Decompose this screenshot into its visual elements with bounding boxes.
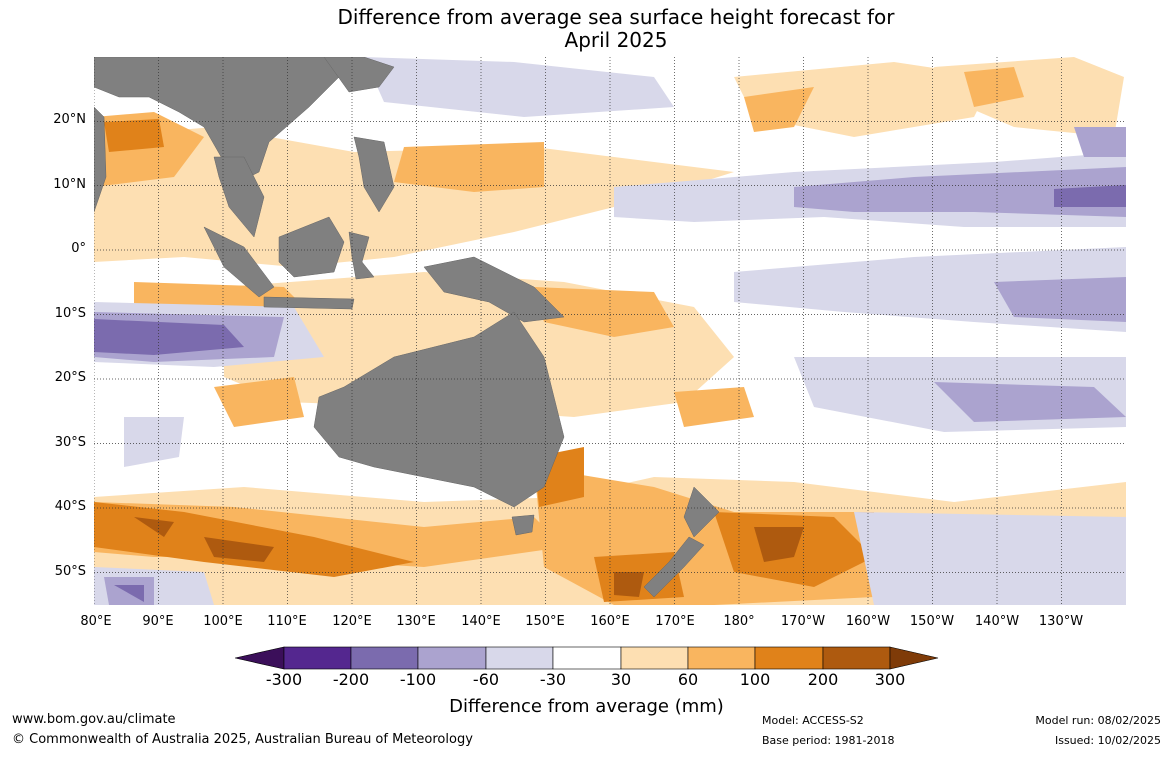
color-legend-bar (235, 646, 939, 670)
forecast-map (94, 57, 1126, 605)
lon-label-130e: 130°E (396, 614, 436, 629)
legend-swatch-below-300 (235, 646, 285, 670)
positive-anomaly-area (534, 287, 674, 337)
copyright-text: © Commonwealth of Australia 2025, Austra… (12, 732, 473, 747)
negative-anomaly-area (1074, 127, 1126, 157)
negative-anomaly-area (934, 382, 1126, 422)
legend-swatch-200-300 (822, 646, 891, 670)
lon-label-130w: 130°W (1038, 614, 1084, 629)
legend-swatch-300-200 (283, 646, 352, 670)
positive-anomaly-area (744, 87, 814, 132)
negative-anomaly-area (994, 277, 1126, 322)
legend-tick-label: 100 (739, 670, 771, 689)
legend-swatch-100-200 (754, 646, 824, 670)
negative-anomaly-area (94, 319, 244, 355)
positive-anomaly-area (204, 537, 274, 562)
negative-anomaly-area (794, 167, 1126, 217)
legend-swatch-200-100 (350, 646, 419, 670)
philippines (353, 136, 395, 213)
positive-anomaly-area (104, 119, 164, 152)
legend-title: Difference from average (mm) (449, 696, 724, 717)
lat-label-20n: 20°N (53, 112, 86, 127)
lon-label-140e: 140°E (461, 614, 501, 629)
map-title-line1: Difference from average sea surface heig… (337, 5, 895, 29)
legend-tick-label: 300 (874, 670, 906, 689)
positive-anomaly-area (94, 502, 414, 577)
legend-tick-label: -60 (472, 670, 500, 689)
australia (313, 311, 565, 508)
lon-label-120e: 120°E (332, 614, 372, 629)
new-zealand-south (643, 536, 705, 598)
positive-anomaly-area (734, 62, 994, 137)
lon-label-110e: 110°E (267, 614, 307, 629)
sumatra (203, 226, 275, 298)
legend-swatch-100-60 (417, 646, 487, 670)
positive-anomaly-area (754, 527, 804, 562)
negative-anomaly-area (124, 417, 184, 467)
issued-date: Issued: 10/02/2025 (1054, 734, 1161, 747)
legend-tick-label: -300 (265, 670, 303, 689)
legend-tick-label: 30 (610, 670, 632, 689)
lon-label-80e: 80°E (80, 614, 112, 629)
legend-tick-label: -100 (399, 670, 437, 689)
new-zealand-north (683, 486, 720, 538)
lon-label-170e: 170°E (655, 614, 695, 629)
negative-anomaly-area (364, 57, 674, 117)
lon-label-150w: 150°W (909, 614, 955, 629)
positive-anomaly-area (134, 517, 174, 537)
legend-swatch-60-100 (687, 646, 756, 670)
map-canvas (94, 57, 1126, 605)
lat-label-40s: 40°S (54, 499, 86, 514)
negative-anomaly-area (1054, 185, 1126, 207)
negative-anomaly-area (114, 585, 144, 602)
lat-label-20s: 20°S (54, 370, 86, 385)
lon-label-100e: 100°E (203, 614, 243, 629)
lat-label-equator: 0° (71, 241, 86, 256)
lat-label-50s: 50°S (54, 564, 86, 579)
sulawesi (348, 231, 375, 280)
lon-label-180: 180° (723, 614, 755, 629)
legend-tick-label: -30 (539, 670, 567, 689)
website-link[interactable]: www.bom.gov.au/climate (12, 712, 176, 727)
map-title-line2: April 2025 (564, 28, 668, 52)
positive-anomaly-area (964, 67, 1024, 107)
positive-anomaly-area (674, 387, 754, 427)
land-masses (94, 57, 720, 598)
lon-label-160w: 160°W (845, 614, 891, 629)
borneo (278, 216, 345, 278)
japan (323, 57, 395, 93)
legend-swatch-60-30 (485, 646, 554, 670)
lon-label-150e: 150°E (525, 614, 565, 629)
lat-label-10n: 10°N (53, 177, 86, 192)
legend-tick-label: -200 (332, 670, 370, 689)
new-guinea (423, 256, 565, 323)
base-period: Base period: 1981-2018 (762, 734, 895, 747)
indochina (213, 156, 265, 238)
legend-tick-label: 60 (677, 670, 699, 689)
legend-swatch-30-60 (620, 646, 689, 670)
lon-label-160e: 160°E (590, 614, 630, 629)
model-name: Model: ACCESS-S2 (762, 714, 864, 727)
lon-label-140w: 140°W (974, 614, 1020, 629)
tasmania (511, 514, 535, 536)
java (263, 296, 355, 310)
positive-anomaly-area (394, 142, 544, 192)
lon-label-170w: 170°W (780, 614, 826, 629)
model-run-date: Model run: 08/02/2025 (1035, 714, 1161, 727)
lat-label-10s: 10°S (54, 306, 86, 321)
negative-anomaly-area (854, 512, 1126, 605)
positive-anomaly-area (934, 57, 1124, 137)
gridlines (94, 57, 1126, 605)
lat-label-30s: 30°S (54, 435, 86, 450)
legend-tick-label: 200 (807, 670, 839, 689)
lon-label-90e: 90°E (142, 614, 174, 629)
positive-anomaly-area (214, 377, 304, 427)
legend-swatch-above-300 (889, 646, 939, 670)
legend-swatch-30-30 (552, 646, 622, 670)
positive-anomaly-area (614, 572, 644, 597)
